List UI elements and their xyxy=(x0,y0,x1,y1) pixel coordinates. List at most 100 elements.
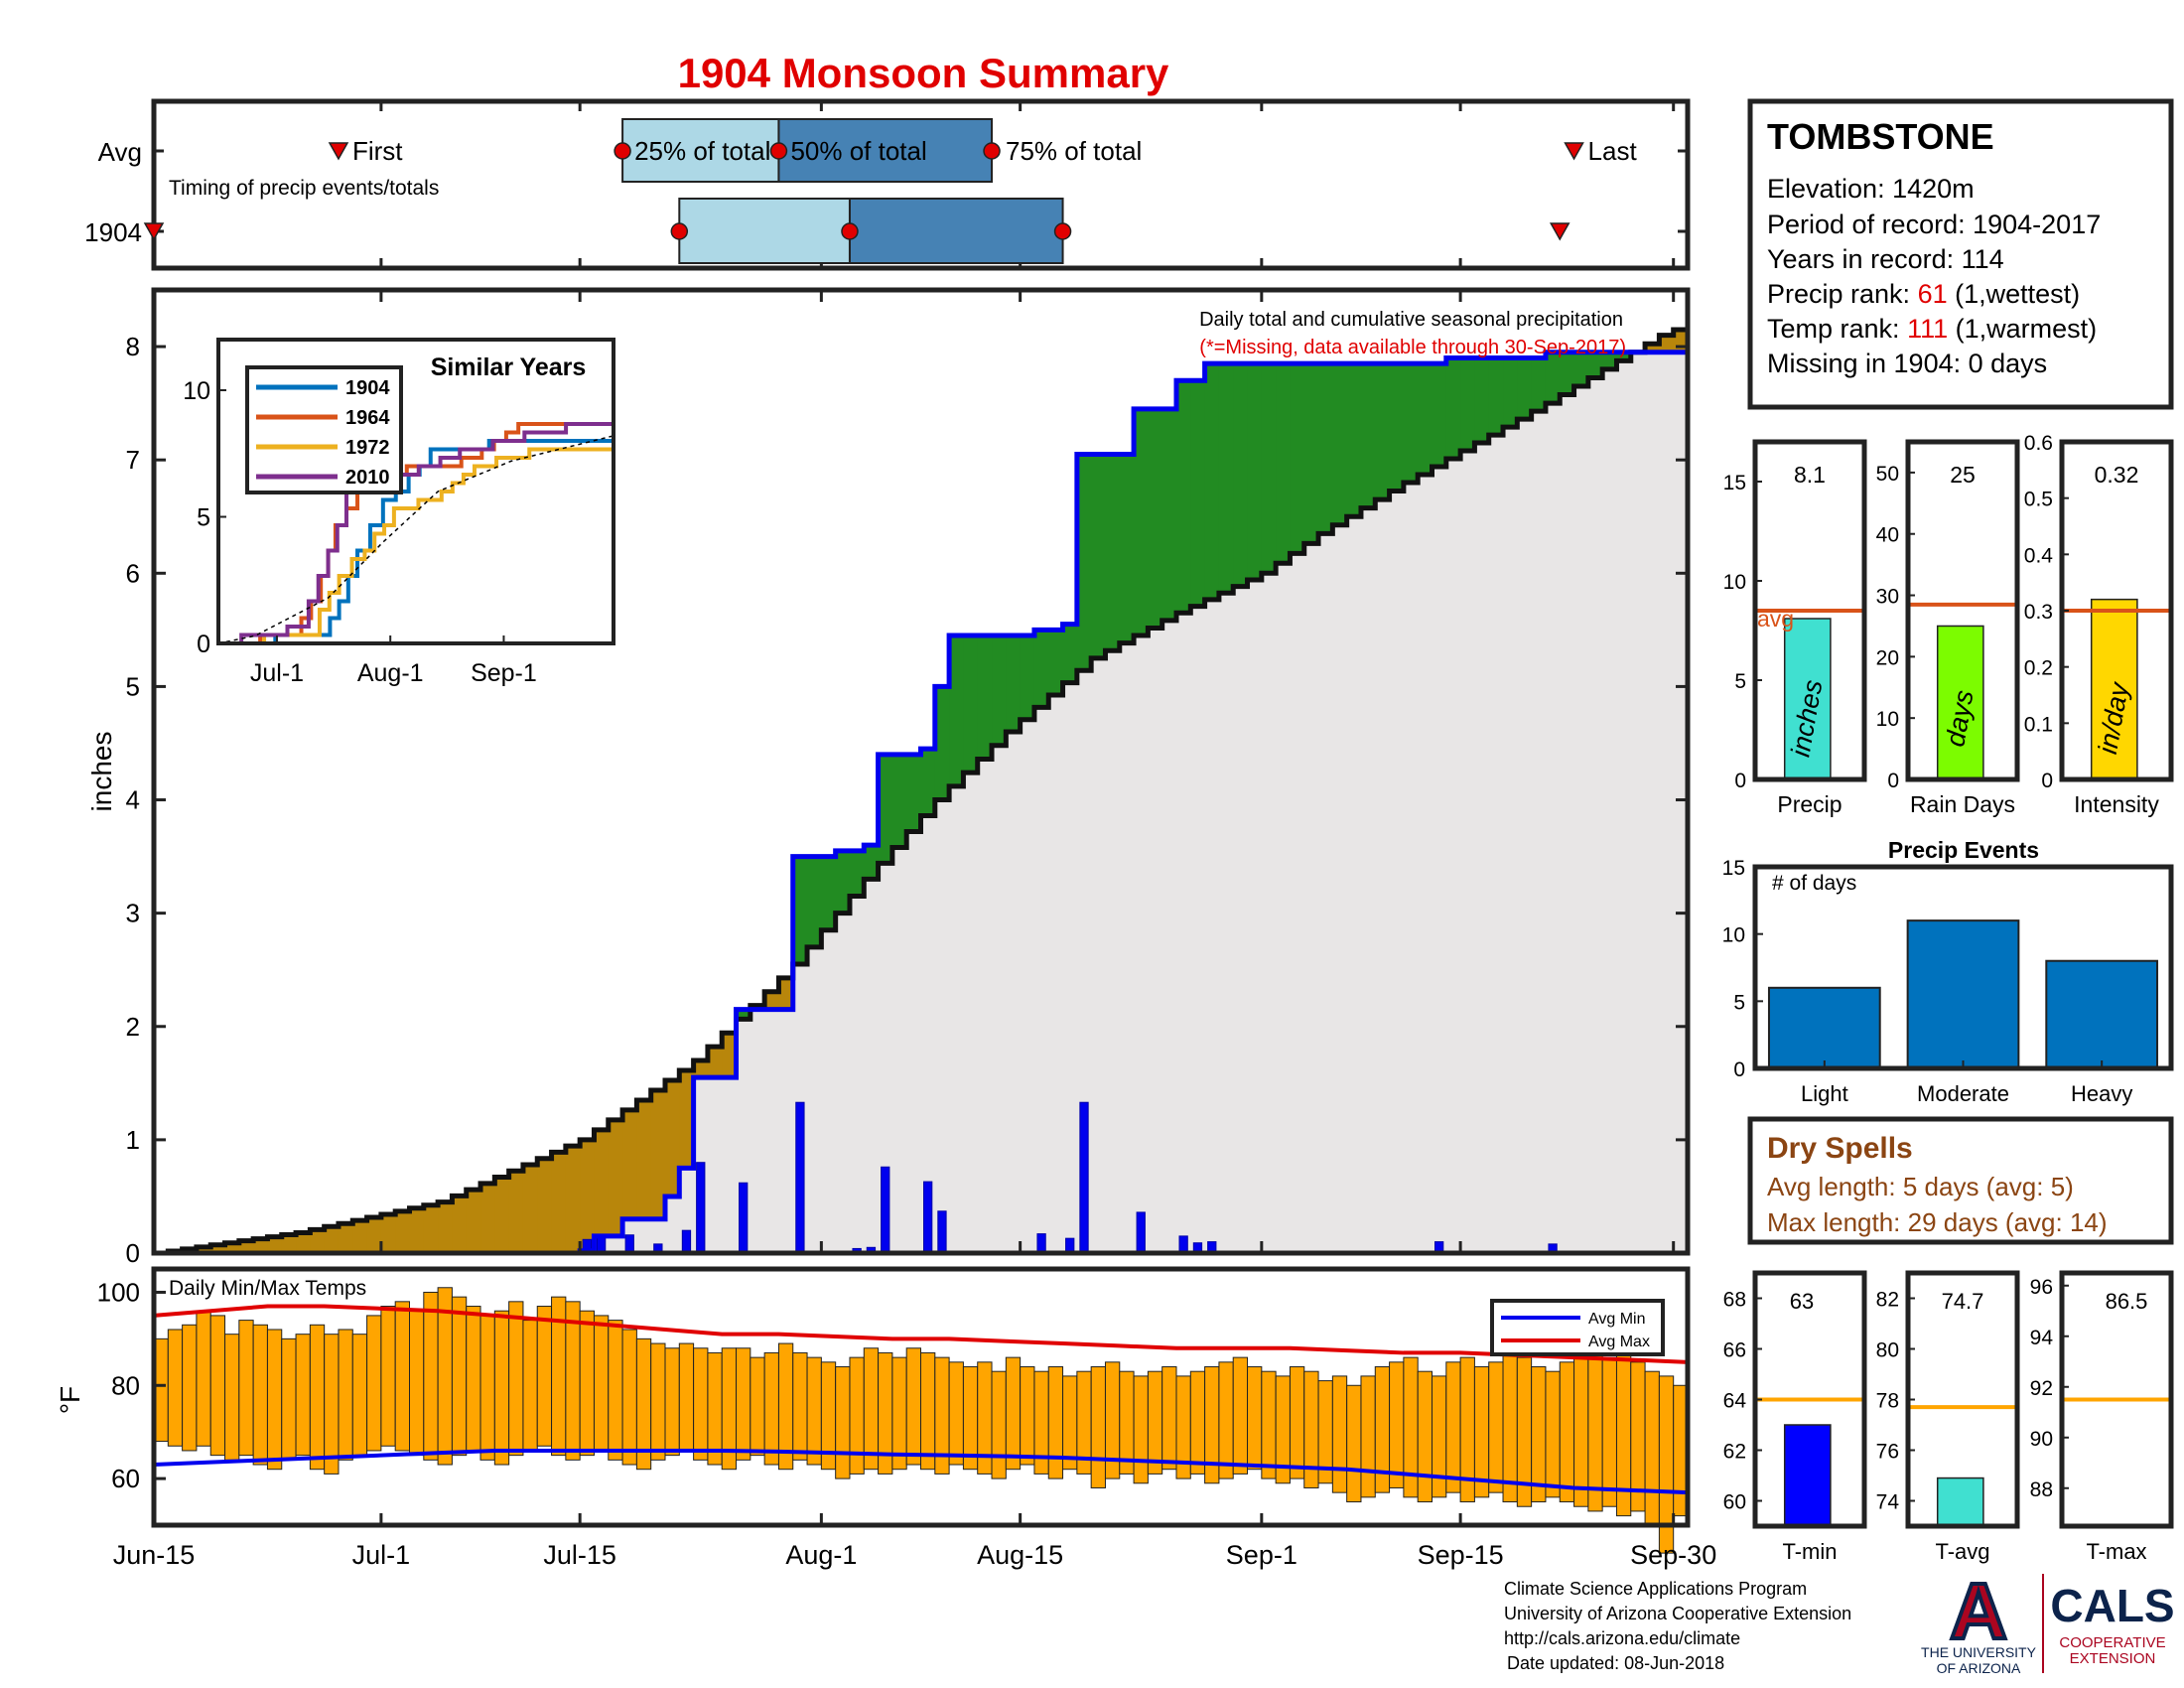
temp-rank-value: 111 xyxy=(1907,314,1948,344)
cals-line-2: EXTENSION xyxy=(2070,1650,2156,1667)
above-average-fill xyxy=(1204,363,1220,600)
timing-percentile-marker xyxy=(841,222,859,240)
below-average-fill xyxy=(409,1207,425,1253)
above-average-fill xyxy=(1303,363,1319,544)
station-info-box: TOMBSTONE Elevation: 1420m Period of rec… xyxy=(1747,98,2174,410)
daily-temp-range-bar xyxy=(1218,1361,1234,1479)
daily-temp-range-bar xyxy=(1189,1370,1206,1475)
tmax-plot: 88 90 92 94 96 xyxy=(2030,1276,2171,1501)
below-average-fill xyxy=(580,1139,596,1251)
timing-caption: Timing of precip events/totals xyxy=(169,177,439,200)
daily-temp-range-bar xyxy=(1488,1361,1504,1493)
precip-stat-frame xyxy=(1752,439,1867,782)
inset-x-tick-label: Jul-1 xyxy=(250,659,304,687)
timing-percentile-marker xyxy=(769,142,788,160)
daily-temp-range-bar xyxy=(351,1334,368,1457)
above-average-fill xyxy=(1134,408,1149,636)
below-average-fill xyxy=(296,1232,311,1253)
daily-temp-range-bar xyxy=(522,1320,538,1452)
temp-chart-title: Daily Min/Max Temps xyxy=(169,1277,366,1300)
daily-temp-range-bar xyxy=(593,1315,610,1452)
main-y-tick-label: 8 xyxy=(126,332,140,361)
daily-temp-range-bar xyxy=(252,1324,268,1466)
x-axis-date-label: Sep-30 xyxy=(1630,1540,1716,1570)
above-average-fill xyxy=(1360,363,1376,508)
rain-days-stat-value: 25 xyxy=(1950,462,1976,488)
stat-y-tick-label: 82 xyxy=(1876,1289,1899,1312)
below-average-fill xyxy=(722,1033,738,1078)
above-average-fill xyxy=(1176,380,1191,614)
above-average-fill xyxy=(949,635,965,786)
stat-y-tick-label: 0 xyxy=(1887,770,1899,792)
station-name: TOMBSTONE xyxy=(1767,116,1994,157)
above-average-fill xyxy=(1105,454,1121,651)
above-average-fill xyxy=(1602,352,1618,369)
above-average-fill xyxy=(1573,352,1589,386)
above-average-fill xyxy=(992,635,1007,746)
timing-row-label-1904: 1904 xyxy=(84,217,142,247)
stat-y-tick-label: 78 xyxy=(1876,1390,1899,1413)
above-average-fill xyxy=(1545,352,1561,404)
stat-y-tick-label: 0.2 xyxy=(2024,657,2053,680)
below-average-fill xyxy=(764,991,780,1010)
stat-y-tick-label: 62 xyxy=(1723,1441,1746,1464)
daily-temp-range-bar xyxy=(608,1320,623,1461)
timing-row-label-avg: Avg xyxy=(98,137,142,167)
station-precip-rank: Precip rank: 61 (1,wettest) xyxy=(1767,279,2080,309)
inset-avg-line xyxy=(217,435,614,644)
above-average-fill xyxy=(1119,454,1135,643)
timing-tick-marks xyxy=(152,101,1688,268)
daily-temp-range-bar xyxy=(678,1342,695,1452)
stat-y-tick-label: 0 xyxy=(2041,770,2053,792)
below-average-fill xyxy=(380,1213,396,1253)
stat-y-tick-label: 30 xyxy=(1876,586,1899,609)
stat-y-tick-label: 88 xyxy=(2030,1478,2053,1501)
main-y-tick-label: 4 xyxy=(126,785,140,815)
daily-precip-bar xyxy=(1079,1101,1089,1254)
daily-temp-range-bar xyxy=(849,1356,865,1475)
below-average-fill xyxy=(395,1210,411,1253)
temp-chart-frame xyxy=(151,1266,1691,1528)
daily-temp-range-bar xyxy=(750,1356,765,1457)
precip-stat-value: 8.1 xyxy=(1794,462,1826,488)
above-average-fill xyxy=(1432,363,1447,468)
daily-temp-range-bar xyxy=(1389,1361,1405,1488)
precip-events-frame xyxy=(1752,864,2174,1071)
station-period: Period of record: 1904-2017 xyxy=(1767,210,2101,239)
daily-temp-range-bar xyxy=(1445,1361,1461,1493)
below-average-fill xyxy=(537,1158,553,1253)
stat-y-tick-label: 92 xyxy=(2030,1377,2053,1400)
inset-x-tick-label: Aug-1 xyxy=(357,659,424,687)
above-average-fill xyxy=(1276,363,1292,564)
inset-y-tick-label: 10 xyxy=(183,377,210,405)
stat-y-tick-label: 74 xyxy=(1876,1491,1900,1514)
above-average-fill xyxy=(1346,363,1362,517)
stat-y-tick-label: 5 xyxy=(1734,670,1746,693)
daily-temp-range-bar xyxy=(1247,1366,1263,1471)
box-label-25: 25% of total xyxy=(634,136,770,166)
below-average-fill xyxy=(494,1177,510,1253)
intensity-stat-frame xyxy=(2059,439,2174,782)
daily-temp-range-bar xyxy=(1047,1366,1064,1479)
stat-y-tick-label: 66 xyxy=(1723,1339,1746,1362)
daily-temp-range-bar xyxy=(1644,1370,1660,1526)
daily-temp-range-bar xyxy=(1062,1375,1078,1471)
last-event-marker xyxy=(1549,222,1570,241)
daily-temp-range-bar xyxy=(536,1306,553,1447)
main-chart-note: Daily total and cumulative seasonal prec… xyxy=(1199,309,1623,331)
above-average-fill xyxy=(1375,363,1391,500)
t-min-bar xyxy=(1783,1424,1832,1527)
below-average-fill xyxy=(522,1164,538,1253)
precip-events-bar xyxy=(1906,919,2020,1070)
tavg-frame xyxy=(1905,1270,2020,1529)
daily-temp-range-bar xyxy=(863,1347,880,1471)
above-average-fill xyxy=(1048,630,1064,695)
daily-temp-range-bar xyxy=(338,1329,353,1461)
daily-precip-bar xyxy=(881,1166,890,1254)
x-axis-date-label: Jul-1 xyxy=(352,1540,411,1570)
above-average-fill xyxy=(891,754,907,848)
daily-temp-range-bar xyxy=(437,1287,453,1466)
temp-plot-area xyxy=(153,1287,1689,1554)
